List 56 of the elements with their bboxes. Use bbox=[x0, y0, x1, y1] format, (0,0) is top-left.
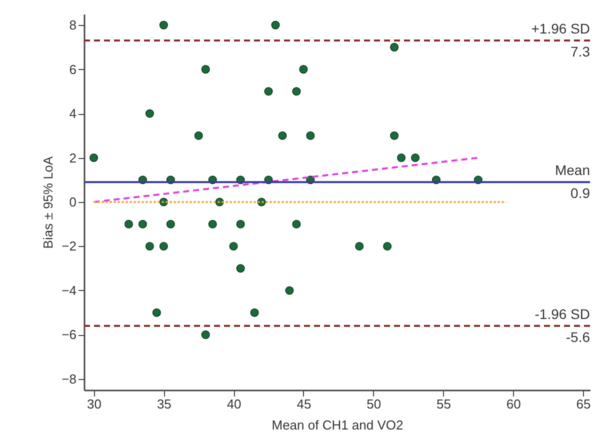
point bbox=[250, 308, 259, 317]
point bbox=[411, 154, 420, 162]
x-tick-label: 65 bbox=[576, 396, 591, 412]
point bbox=[229, 242, 238, 250]
annotation: -5.6 bbox=[566, 328, 590, 345]
x-tick-label: 50 bbox=[366, 396, 382, 412]
point bbox=[236, 220, 245, 228]
x-tick-label: 60 bbox=[506, 396, 521, 412]
point bbox=[383, 242, 392, 250]
point bbox=[292, 87, 301, 96]
y-tick-label: 4 bbox=[69, 106, 76, 122]
point bbox=[390, 42, 399, 52]
point bbox=[278, 131, 287, 140]
point bbox=[90, 154, 98, 162]
point bbox=[208, 220, 217, 228]
y-axis-title: Bias ± 95% LoA bbox=[40, 156, 56, 249]
point bbox=[271, 20, 280, 30]
x-tick-label: 55 bbox=[436, 396, 451, 412]
annotation: 7.3 bbox=[570, 44, 590, 60]
point bbox=[397, 154, 406, 162]
y-tick-label: −4 bbox=[62, 282, 76, 298]
point bbox=[285, 286, 294, 295]
x-tick-label: 30 bbox=[87, 396, 102, 412]
point bbox=[152, 308, 161, 317]
point bbox=[145, 109, 154, 118]
point bbox=[145, 242, 154, 250]
y-tick-label: 8 bbox=[69, 18, 76, 33]
point bbox=[355, 242, 364, 250]
point bbox=[201, 65, 210, 74]
ref-line-label: -1.96 SD bbox=[534, 306, 590, 322]
x-tick-label: 45 bbox=[296, 396, 312, 412]
y-tick-label: 0 bbox=[69, 194, 76, 210]
ref-line-label: Mean bbox=[554, 162, 590, 178]
annotation: 0.9 bbox=[570, 185, 590, 202]
point bbox=[124, 220, 133, 228]
point bbox=[299, 65, 308, 74]
point bbox=[201, 330, 210, 339]
x-axis-title: Mean of CH1 and VO2 bbox=[272, 418, 404, 432]
point bbox=[292, 220, 301, 228]
y-tick-label: −6 bbox=[62, 327, 76, 342]
point bbox=[159, 20, 168, 30]
point bbox=[390, 131, 399, 140]
x-tick-label: 40 bbox=[226, 396, 242, 412]
point bbox=[236, 264, 245, 273]
point bbox=[264, 87, 273, 96]
point bbox=[194, 131, 203, 140]
ref-line-label: +1.96 SD bbox=[531, 20, 590, 37]
y-tick-label: −8 bbox=[62, 371, 76, 386]
point bbox=[306, 131, 315, 140]
point bbox=[166, 220, 175, 228]
point bbox=[138, 220, 147, 228]
point bbox=[159, 242, 168, 250]
x-tick-label: 35 bbox=[156, 396, 172, 412]
y-tick-label: 6 bbox=[69, 62, 76, 77]
y-tick-label: −2 bbox=[62, 238, 76, 254]
y-tick-label: 2 bbox=[69, 150, 76, 166]
